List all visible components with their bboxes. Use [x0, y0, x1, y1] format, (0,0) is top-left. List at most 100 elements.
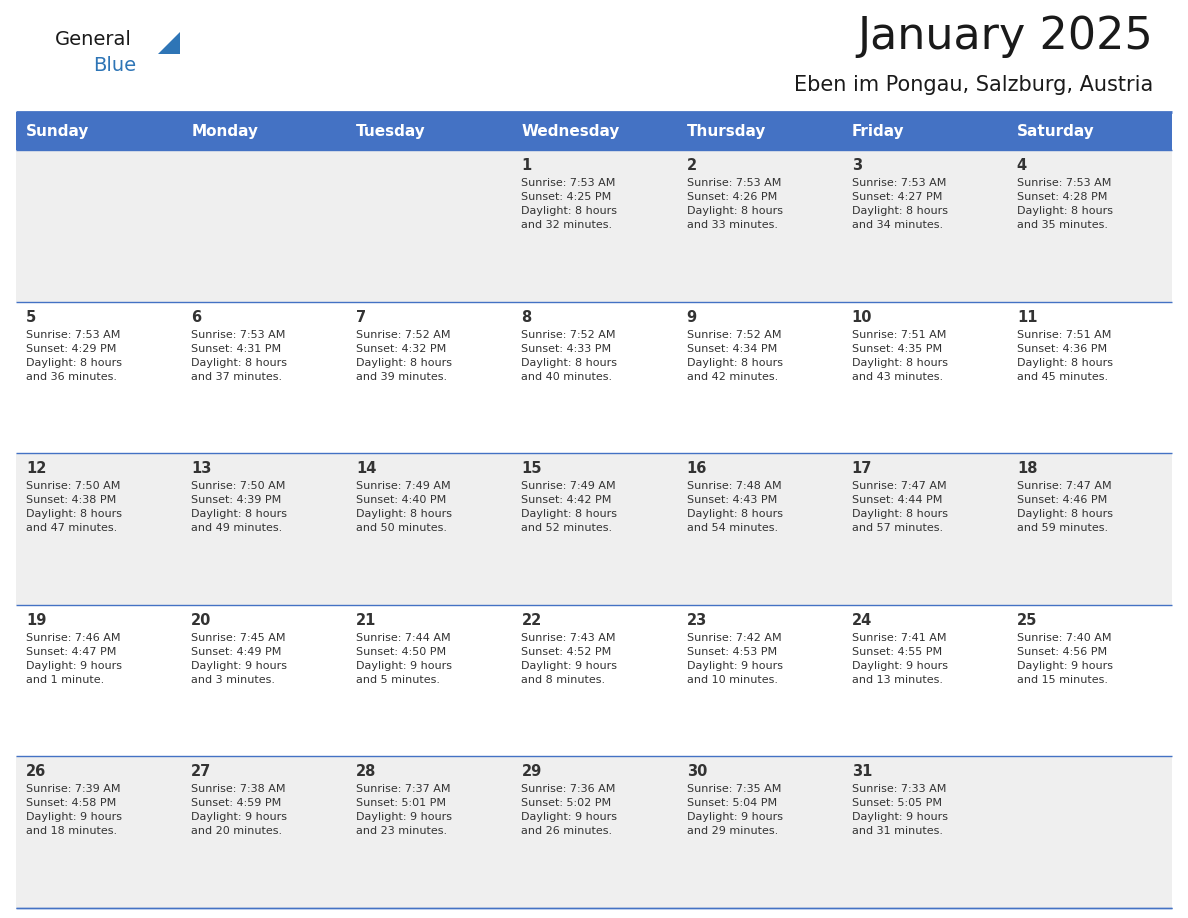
Bar: [1007, 605, 1173, 756]
Text: Sunrise: 7:40 AM
Sunset: 4:56 PM
Daylight: 9 hours
and 15 minutes.: Sunrise: 7:40 AM Sunset: 4:56 PM Dayligh…: [1017, 633, 1113, 685]
Text: 19: 19: [26, 613, 46, 628]
Bar: [1007, 756, 1173, 908]
Text: Wednesday: Wednesday: [522, 124, 620, 139]
Bar: [511, 605, 677, 756]
Text: Sunrise: 7:37 AM
Sunset: 5:01 PM
Daylight: 9 hours
and 23 minutes.: Sunrise: 7:37 AM Sunset: 5:01 PM Dayligh…: [356, 784, 453, 836]
Text: 16: 16: [687, 461, 707, 476]
Bar: [346, 453, 511, 605]
Bar: [181, 605, 346, 756]
Bar: [511, 453, 677, 605]
Text: Sunrise: 7:33 AM
Sunset: 5:05 PM
Daylight: 9 hours
and 31 minutes.: Sunrise: 7:33 AM Sunset: 5:05 PM Dayligh…: [852, 784, 948, 836]
Text: Sunrise: 7:53 AM
Sunset: 4:31 PM
Daylight: 8 hours
and 37 minutes.: Sunrise: 7:53 AM Sunset: 4:31 PM Dayligh…: [191, 330, 287, 382]
Bar: [181, 302, 346, 453]
Text: Sunrise: 7:48 AM
Sunset: 4:43 PM
Daylight: 8 hours
and 54 minutes.: Sunrise: 7:48 AM Sunset: 4:43 PM Dayligh…: [687, 481, 783, 533]
Bar: [181, 112, 346, 150]
Bar: [677, 453, 842, 605]
Polygon shape: [158, 32, 181, 54]
Bar: [511, 756, 677, 908]
Bar: [842, 756, 1007, 908]
Text: General: General: [55, 30, 132, 49]
Text: Sunrise: 7:51 AM
Sunset: 4:36 PM
Daylight: 8 hours
and 45 minutes.: Sunrise: 7:51 AM Sunset: 4:36 PM Dayligh…: [1017, 330, 1113, 382]
Text: 8: 8: [522, 309, 532, 325]
Text: 21: 21: [356, 613, 377, 628]
Text: 7: 7: [356, 309, 366, 325]
Text: 6: 6: [191, 309, 201, 325]
Text: Sunrise: 7:43 AM
Sunset: 4:52 PM
Daylight: 9 hours
and 8 minutes.: Sunrise: 7:43 AM Sunset: 4:52 PM Dayligh…: [522, 633, 618, 685]
Bar: [346, 605, 511, 756]
Text: 4: 4: [1017, 158, 1026, 173]
Text: Sunrise: 7:53 AM
Sunset: 4:25 PM
Daylight: 8 hours
and 32 minutes.: Sunrise: 7:53 AM Sunset: 4:25 PM Dayligh…: [522, 178, 618, 230]
Text: 14: 14: [356, 461, 377, 476]
Text: 31: 31: [852, 765, 872, 779]
Text: 1: 1: [522, 158, 532, 173]
Text: 26: 26: [26, 765, 46, 779]
Bar: [346, 112, 511, 150]
Bar: [15, 112, 181, 150]
Bar: [15, 150, 181, 302]
Text: 27: 27: [191, 765, 211, 779]
Text: Sunrise: 7:53 AM
Sunset: 4:29 PM
Daylight: 8 hours
and 36 minutes.: Sunrise: 7:53 AM Sunset: 4:29 PM Dayligh…: [26, 330, 122, 382]
Text: Sunrise: 7:50 AM
Sunset: 4:38 PM
Daylight: 8 hours
and 47 minutes.: Sunrise: 7:50 AM Sunset: 4:38 PM Dayligh…: [26, 481, 122, 533]
Bar: [677, 605, 842, 756]
Text: Sunrise: 7:35 AM
Sunset: 5:04 PM
Daylight: 9 hours
and 29 minutes.: Sunrise: 7:35 AM Sunset: 5:04 PM Dayligh…: [687, 784, 783, 836]
Text: Sunrise: 7:52 AM
Sunset: 4:33 PM
Daylight: 8 hours
and 40 minutes.: Sunrise: 7:52 AM Sunset: 4:33 PM Dayligh…: [522, 330, 618, 382]
Text: Sunrise: 7:49 AM
Sunset: 4:40 PM
Daylight: 8 hours
and 50 minutes.: Sunrise: 7:49 AM Sunset: 4:40 PM Dayligh…: [356, 481, 453, 533]
Text: Sunrise: 7:47 AM
Sunset: 4:46 PM
Daylight: 8 hours
and 59 minutes.: Sunrise: 7:47 AM Sunset: 4:46 PM Dayligh…: [1017, 481, 1113, 533]
Text: 23: 23: [687, 613, 707, 628]
Text: Sunrise: 7:47 AM
Sunset: 4:44 PM
Daylight: 8 hours
and 57 minutes.: Sunrise: 7:47 AM Sunset: 4:44 PM Dayligh…: [852, 481, 948, 533]
Text: Sunrise: 7:50 AM
Sunset: 4:39 PM
Daylight: 8 hours
and 49 minutes.: Sunrise: 7:50 AM Sunset: 4:39 PM Dayligh…: [191, 481, 287, 533]
Bar: [1007, 150, 1173, 302]
Bar: [842, 150, 1007, 302]
Text: Sunday: Sunday: [26, 124, 89, 139]
Text: 15: 15: [522, 461, 542, 476]
Text: 22: 22: [522, 613, 542, 628]
Text: 11: 11: [1017, 309, 1037, 325]
Text: January 2025: January 2025: [858, 15, 1154, 58]
Text: Sunrise: 7:42 AM
Sunset: 4:53 PM
Daylight: 9 hours
and 10 minutes.: Sunrise: 7:42 AM Sunset: 4:53 PM Dayligh…: [687, 633, 783, 685]
Bar: [842, 453, 1007, 605]
Text: 10: 10: [852, 309, 872, 325]
Text: Sunrise: 7:52 AM
Sunset: 4:32 PM
Daylight: 8 hours
and 39 minutes.: Sunrise: 7:52 AM Sunset: 4:32 PM Dayligh…: [356, 330, 453, 382]
Text: 12: 12: [26, 461, 46, 476]
Text: 3: 3: [852, 158, 861, 173]
Text: Sunrise: 7:46 AM
Sunset: 4:47 PM
Daylight: 9 hours
and 1 minute.: Sunrise: 7:46 AM Sunset: 4:47 PM Dayligh…: [26, 633, 122, 685]
Bar: [1007, 302, 1173, 453]
Text: Sunrise: 7:53 AM
Sunset: 4:26 PM
Daylight: 8 hours
and 33 minutes.: Sunrise: 7:53 AM Sunset: 4:26 PM Dayligh…: [687, 178, 783, 230]
Text: 25: 25: [1017, 613, 1037, 628]
Text: Blue: Blue: [93, 56, 137, 75]
Text: Sunrise: 7:38 AM
Sunset: 4:59 PM
Daylight: 9 hours
and 20 minutes.: Sunrise: 7:38 AM Sunset: 4:59 PM Dayligh…: [191, 784, 287, 836]
Bar: [511, 112, 677, 150]
Bar: [346, 150, 511, 302]
Bar: [1007, 112, 1173, 150]
Bar: [346, 756, 511, 908]
Text: Sunrise: 7:41 AM
Sunset: 4:55 PM
Daylight: 9 hours
and 13 minutes.: Sunrise: 7:41 AM Sunset: 4:55 PM Dayligh…: [852, 633, 948, 685]
Text: Eben im Pongau, Salzburg, Austria: Eben im Pongau, Salzburg, Austria: [794, 75, 1154, 95]
Text: Sunrise: 7:45 AM
Sunset: 4:49 PM
Daylight: 9 hours
and 3 minutes.: Sunrise: 7:45 AM Sunset: 4:49 PM Dayligh…: [191, 633, 287, 685]
Text: 2: 2: [687, 158, 696, 173]
Text: Sunrise: 7:53 AM
Sunset: 4:28 PM
Daylight: 8 hours
and 35 minutes.: Sunrise: 7:53 AM Sunset: 4:28 PM Dayligh…: [1017, 178, 1113, 230]
Bar: [1007, 453, 1173, 605]
Bar: [842, 302, 1007, 453]
Bar: [511, 150, 677, 302]
Text: Sunrise: 7:51 AM
Sunset: 4:35 PM
Daylight: 8 hours
and 43 minutes.: Sunrise: 7:51 AM Sunset: 4:35 PM Dayligh…: [852, 330, 948, 382]
Text: 20: 20: [191, 613, 211, 628]
Bar: [677, 112, 842, 150]
Text: 18: 18: [1017, 461, 1037, 476]
Text: Saturday: Saturday: [1017, 124, 1094, 139]
Text: 17: 17: [852, 461, 872, 476]
Text: Sunrise: 7:49 AM
Sunset: 4:42 PM
Daylight: 8 hours
and 52 minutes.: Sunrise: 7:49 AM Sunset: 4:42 PM Dayligh…: [522, 481, 618, 533]
Text: 5: 5: [26, 309, 37, 325]
Text: 28: 28: [356, 765, 377, 779]
Text: Tuesday: Tuesday: [356, 124, 426, 139]
Bar: [842, 605, 1007, 756]
Text: Sunrise: 7:36 AM
Sunset: 5:02 PM
Daylight: 9 hours
and 26 minutes.: Sunrise: 7:36 AM Sunset: 5:02 PM Dayligh…: [522, 784, 618, 836]
Bar: [346, 302, 511, 453]
Bar: [15, 453, 181, 605]
Text: Sunrise: 7:53 AM
Sunset: 4:27 PM
Daylight: 8 hours
and 34 minutes.: Sunrise: 7:53 AM Sunset: 4:27 PM Dayligh…: [852, 178, 948, 230]
Bar: [842, 112, 1007, 150]
Bar: [15, 756, 181, 908]
Bar: [677, 756, 842, 908]
Text: Sunrise: 7:39 AM
Sunset: 4:58 PM
Daylight: 9 hours
and 18 minutes.: Sunrise: 7:39 AM Sunset: 4:58 PM Dayligh…: [26, 784, 122, 836]
Text: Monday: Monday: [191, 124, 258, 139]
Bar: [677, 302, 842, 453]
